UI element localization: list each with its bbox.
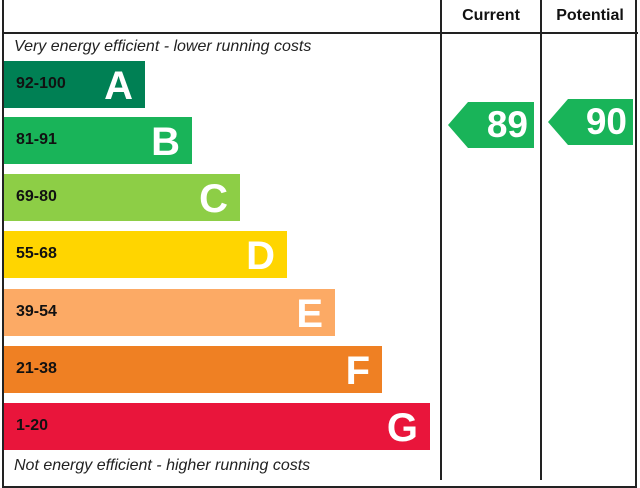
band-range: 92-100 (16, 75, 66, 92)
header-divider (2, 32, 638, 34)
band-c: 69-80 C (4, 174, 240, 221)
column-divider-potential (540, 0, 542, 480)
band-letter: B (151, 120, 180, 164)
band-range: 55-68 (16, 245, 57, 262)
band-b: 81-91 B (4, 117, 192, 164)
current-header: Current (462, 7, 520, 24)
band-range: 81-91 (16, 131, 57, 148)
band-d: 55-68 D (4, 231, 287, 278)
column-divider-current (440, 0, 442, 480)
band-f: 21-38 F (4, 346, 382, 393)
band-letter: G (386, 406, 418, 450)
current-rating-value: 89 (486, 104, 528, 145)
band-letter: F (345, 349, 370, 393)
band-range: 21-38 (16, 360, 57, 377)
band-range: 1-20 (16, 417, 49, 434)
potential-header: Potential (556, 7, 624, 24)
potential-rating-value: 90 (585, 101, 627, 142)
band-letter: A (104, 64, 133, 108)
band-a: 92-100 A (4, 61, 145, 108)
band-range: 39-54 (16, 303, 57, 320)
band-e: 39-54 E (4, 289, 335, 336)
bottom-note: Not energy efficient - higher running co… (14, 457, 311, 474)
band-letter: C (199, 177, 228, 221)
band-g: 1-20 G (4, 403, 430, 450)
current-rating-arrow: 89 (448, 102, 534, 148)
top-note: Very energy efficient - lower running co… (14, 38, 312, 55)
potential-rating-arrow: 90 (548, 99, 633, 145)
band-letter: D (246, 234, 275, 278)
band-letter: E (296, 292, 323, 336)
band-range: 69-80 (16, 188, 57, 205)
